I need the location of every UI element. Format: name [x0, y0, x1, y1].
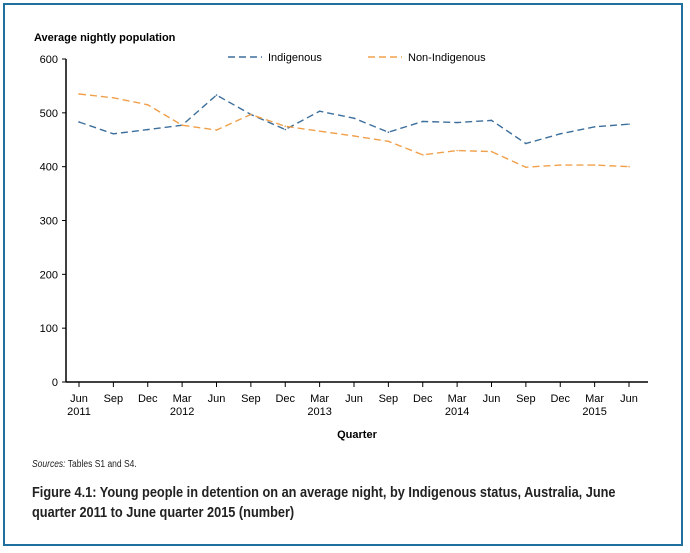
- data-point: [490, 119, 493, 122]
- y-tick-label: 100: [40, 323, 58, 335]
- sources-label: Sources:: [32, 459, 66, 470]
- x-tick-label: Sep: [379, 393, 399, 405]
- data-point: [353, 117, 355, 120]
- data-point: [559, 164, 562, 166]
- y-axis-title: Average nightly population: [34, 32, 176, 44]
- x-tick-label: Sep: [516, 393, 536, 405]
- data-point: [284, 125, 287, 128]
- x-tick-label: Jun: [483, 393, 501, 405]
- data-point: [250, 113, 252, 116]
- x-tick-label: Mar: [448, 393, 467, 405]
- sources-note: Sources: Tables S1 and S4.: [32, 459, 137, 470]
- data-point: [456, 121, 458, 124]
- x-tick-label: Mar: [173, 393, 192, 405]
- data-point: [421, 154, 424, 156]
- data-point: [78, 93, 80, 95]
- x-tick-year-label: 2012: [170, 406, 194, 418]
- x-tick-year-label: 2015: [582, 406, 606, 418]
- data-point: [593, 126, 596, 128]
- x-tick-label: Mar: [585, 393, 604, 405]
- y-tick-label: 400: [40, 162, 58, 174]
- data-point: [525, 166, 527, 169]
- data-point: [318, 110, 321, 113]
- x-tick-label: Dec: [138, 393, 158, 405]
- x-tick-label: Dec: [413, 393, 433, 405]
- y-tick-label: 0: [52, 377, 58, 389]
- data-point: [628, 123, 630, 125]
- sources-text: Tables S1 and S4.: [65, 459, 137, 470]
- series-line-non-indigenous: [78, 93, 630, 168]
- data-point: [628, 165, 630, 168]
- x-tick-label: Sep: [104, 393, 124, 405]
- y-tick-label: 300: [40, 216, 58, 228]
- legend-label: Non-Indigenous: [408, 52, 486, 64]
- data-point: [215, 129, 218, 131]
- x-tick-year-label: 2011: [67, 406, 91, 418]
- data-point: [146, 103, 149, 106]
- data-point: [181, 124, 183, 127]
- x-tick-label: Jun: [620, 393, 638, 405]
- data-point: [559, 133, 562, 135]
- data-point: [387, 131, 390, 134]
- x-tick-label: Jun: [345, 393, 363, 405]
- y-tick-label: 600: [40, 54, 58, 66]
- figure-caption: Figure 4.1: Young people in detention on…: [32, 484, 616, 521]
- data-point: [112, 96, 115, 99]
- figure-frame: [3, 3, 683, 546]
- data-point: [525, 142, 527, 145]
- data-point: [215, 94, 218, 96]
- data-point: [353, 135, 355, 137]
- x-tick-year-label: 2013: [307, 406, 331, 418]
- x-tick-label: Sep: [241, 393, 261, 405]
- x-axis-title: Quarter: [337, 429, 377, 441]
- x-tick-label: Jun: [70, 393, 88, 405]
- data-point: [78, 121, 80, 123]
- data-point: [387, 140, 390, 143]
- y-tick-label: 500: [40, 108, 58, 120]
- x-tick-label: Jun: [208, 393, 226, 405]
- data-point: [112, 133, 115, 135]
- y-tick-label: 200: [40, 269, 58, 281]
- x-tick-label: Dec: [550, 393, 570, 405]
- x-tick-label: Mar: [310, 393, 329, 405]
- data-point: [284, 128, 287, 131]
- data-point: [318, 130, 321, 132]
- x-tick-year-label: 2014: [445, 406, 469, 418]
- data-point: [146, 128, 149, 131]
- data-point: [490, 150, 493, 153]
- legend-label: Indigenous: [268, 52, 322, 64]
- data-point: [421, 120, 424, 123]
- data-point: [456, 149, 458, 152]
- data-point: [593, 164, 596, 166]
- x-tick-label: Dec: [275, 393, 295, 405]
